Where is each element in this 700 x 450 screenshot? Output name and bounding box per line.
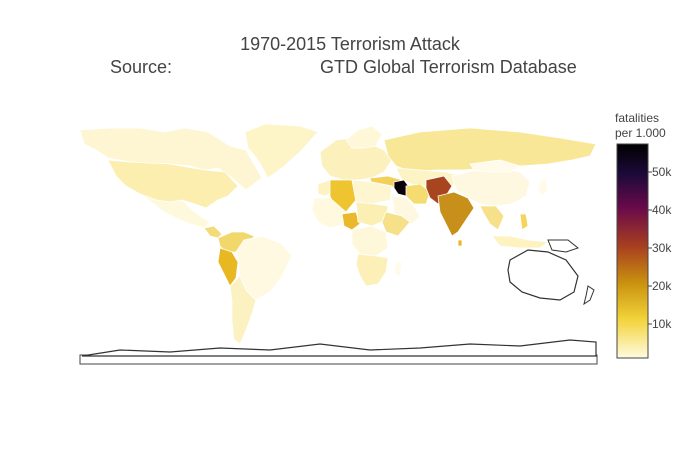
region-central-africa[interactable] [351,225,389,257]
source-value: GTD Global Terrorism Database [320,57,577,77]
source-label: Source: [110,57,173,77]
region-australia[interactable] [507,249,579,301]
region-greenland[interactable] [244,123,319,179]
colorbar-label-50k: 50k [652,165,672,179]
colorbar-title-line2: per 1.000 [615,126,666,140]
region-usa[interactable] [107,159,239,209]
colorbar-label-40k: 40k [652,203,672,217]
colorbar-label-30k: 30k [652,241,672,255]
region-madagascar[interactable] [393,261,403,277]
region-india[interactable] [437,191,475,237]
region-peru[interactable] [217,247,239,287]
region-west-africa[interactable] [311,197,347,229]
colorbar-ticks [648,171,652,325]
region-horn-africa[interactable] [381,211,411,237]
region-antarctica[interactable] [81,339,597,357]
region-canada[interactable] [79,127,263,191]
region-iran[interactable] [405,183,431,205]
region-nigeria[interactable] [341,211,361,231]
region-new-zealand[interactable] [583,285,595,306]
region-southeast-asia[interactable] [479,205,505,231]
region-southern-cone[interactable] [229,275,257,345]
region-mongolia[interactable] [469,159,521,173]
colorbar [616,143,649,359]
region-philippines[interactable] [519,213,529,231]
chart-title-line1: 1970-2015 Terrorism Attack [240,34,460,54]
colorbar-title-line1: fatalities [615,111,660,125]
region-indonesia[interactable] [491,235,550,249]
region-brazil[interactable] [235,235,293,301]
region-mexico[interactable] [139,193,211,229]
region-scandinavia[interactable] [345,125,383,149]
colorbar-label-10k: 10k [652,317,672,331]
country-shapes [79,123,597,345]
region-southern-africa[interactable] [355,253,389,287]
region-new-guinea[interactable] [547,239,580,253]
region-japan[interactable] [537,177,549,197]
region-sri-lanka[interactable] [457,239,463,247]
colorbar-label-20k: 20k [652,279,672,293]
region-central-america[interactable] [203,225,223,239]
